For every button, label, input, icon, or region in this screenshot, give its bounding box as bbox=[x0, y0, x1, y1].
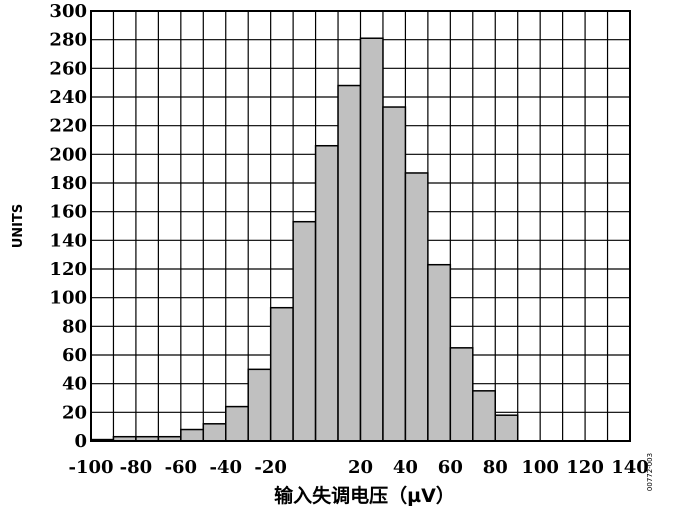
y-tick-label: 220 bbox=[49, 116, 87, 137]
histogram-bar bbox=[292, 220, 317, 442]
y-tick-label: 280 bbox=[49, 30, 87, 51]
histogram-bar bbox=[427, 263, 452, 442]
histogram-bar bbox=[202, 423, 227, 442]
y-tick-label: 80 bbox=[62, 316, 87, 337]
x-tick-label: -80 bbox=[120, 457, 153, 478]
plot-frame bbox=[90, 10, 631, 442]
x-tick-label: -40 bbox=[209, 457, 242, 478]
histogram-bar bbox=[494, 414, 519, 442]
y-tick-label: 60 bbox=[62, 345, 87, 366]
y-tick-label: 120 bbox=[49, 259, 87, 280]
x-tick-label: 40 bbox=[393, 457, 418, 478]
histogram-bar bbox=[337, 84, 362, 442]
x-tick-labels: -100 -80 -60 -40 -20 20 40 60 80 100 120 140 bbox=[68, 457, 648, 478]
x-tick-label: 60 bbox=[438, 457, 463, 478]
x-tick-label: 140 bbox=[611, 457, 649, 478]
x-tick-label: -100 bbox=[68, 457, 113, 478]
y-tick-label: 160 bbox=[49, 202, 87, 223]
histogram-bar bbox=[382, 106, 407, 442]
x-tick-label: -20 bbox=[254, 457, 287, 478]
bars bbox=[90, 37, 519, 442]
histogram-bar bbox=[269, 306, 294, 442]
y-tick-label: 140 bbox=[49, 230, 87, 251]
y-tick-label: 180 bbox=[49, 173, 87, 194]
figure-id: 00772-003 bbox=[646, 453, 654, 491]
histogram-bar bbox=[359, 37, 384, 442]
histogram-bar bbox=[180, 428, 205, 442]
x-tick-label: 80 bbox=[483, 457, 508, 478]
y-tick-label: 0 bbox=[74, 431, 87, 452]
x-tick-label: 100 bbox=[521, 457, 559, 478]
y-tick-label: 20 bbox=[62, 402, 87, 423]
y-tick-label: 300 bbox=[49, 1, 87, 22]
y-tick-label: 100 bbox=[49, 288, 87, 309]
y-axis-label: UNITS bbox=[11, 204, 26, 249]
histogram-bar bbox=[314, 144, 339, 442]
histogram-bar bbox=[247, 368, 272, 442]
y-tick-label: 40 bbox=[62, 374, 87, 395]
histogram-bar bbox=[472, 390, 496, 442]
y-tick-labels: 0 20 40 60 80 100 120 140 160 180 200 220 240 260 280 3… bbox=[49, 1, 87, 452]
x-tick-label: 20 bbox=[348, 457, 373, 478]
y-tick-label: 240 bbox=[49, 87, 87, 108]
x-axis-label: 输入失调电压（µV） bbox=[274, 484, 455, 507]
histogram-bar bbox=[225, 405, 249, 442]
y-tick-label: 260 bbox=[49, 58, 87, 79]
x-tick-label: -60 bbox=[165, 457, 198, 478]
x-tick-label: 120 bbox=[566, 457, 604, 478]
histogram-bar bbox=[449, 347, 474, 442]
y-tick-label: 200 bbox=[49, 144, 87, 165]
histogram-bar bbox=[404, 172, 429, 442]
